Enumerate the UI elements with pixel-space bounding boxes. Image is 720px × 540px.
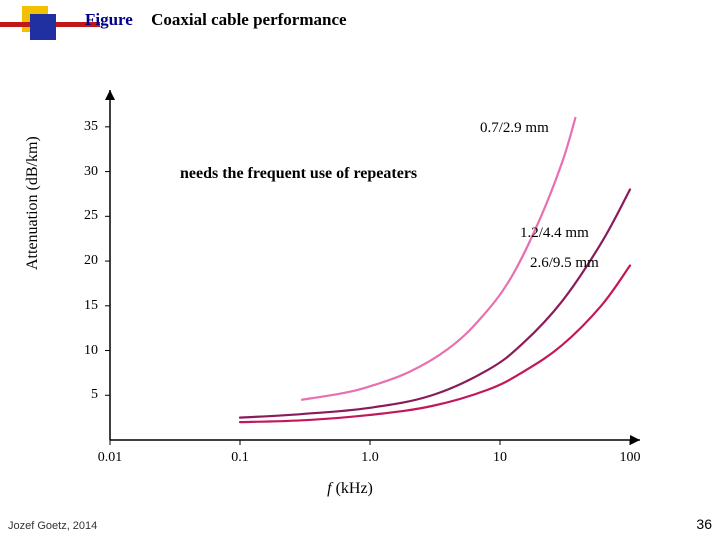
series-label: 0.7/2.9 mm [480, 120, 549, 137]
chart-annotation: needs the frequent use of repeaters [180, 165, 417, 183]
y-tick-label: 10 [84, 343, 98, 359]
x-tick-label: 10 [493, 450, 507, 466]
x-tick-label: 1.0 [361, 450, 379, 466]
footer-credit: Jozef Goetz, 2014 [8, 520, 97, 532]
y-tick-label: 15 [84, 298, 98, 314]
slide-title: Figure Coaxial cable performance [85, 10, 347, 30]
x-axis-label: f (kHz) [50, 480, 650, 498]
x-axis-unit: (kHz) [336, 480, 373, 497]
deco-square-blue [30, 14, 56, 40]
figure-label: Figure [85, 10, 133, 29]
y-tick-label: 35 [84, 119, 98, 135]
y-axis-label: Attenuation (dB/km) [24, 136, 42, 270]
figure-title: Coaxial cable performance [151, 10, 346, 29]
chart-container: Attenuation (dB/km) f (kHz) 510152025303… [50, 90, 650, 490]
y-tick-label: 20 [84, 253, 98, 269]
x-tick-label: 0.1 [231, 450, 249, 466]
x-axis-var: f [327, 480, 331, 497]
x-tick-label: 100 [620, 450, 641, 466]
slide-header: Figure Coaxial cable performance [0, 0, 720, 48]
y-tick-label: 25 [84, 208, 98, 224]
page-number: 36 [696, 516, 712, 532]
attenuation-chart [50, 90, 650, 490]
series-label: 1.2/4.4 mm [520, 225, 589, 242]
series-label: 2.6/9.5 mm [530, 255, 599, 272]
y-tick-label: 5 [91, 387, 98, 403]
x-tick-label: 0.01 [98, 450, 123, 466]
y-tick-label: 30 [84, 164, 98, 180]
